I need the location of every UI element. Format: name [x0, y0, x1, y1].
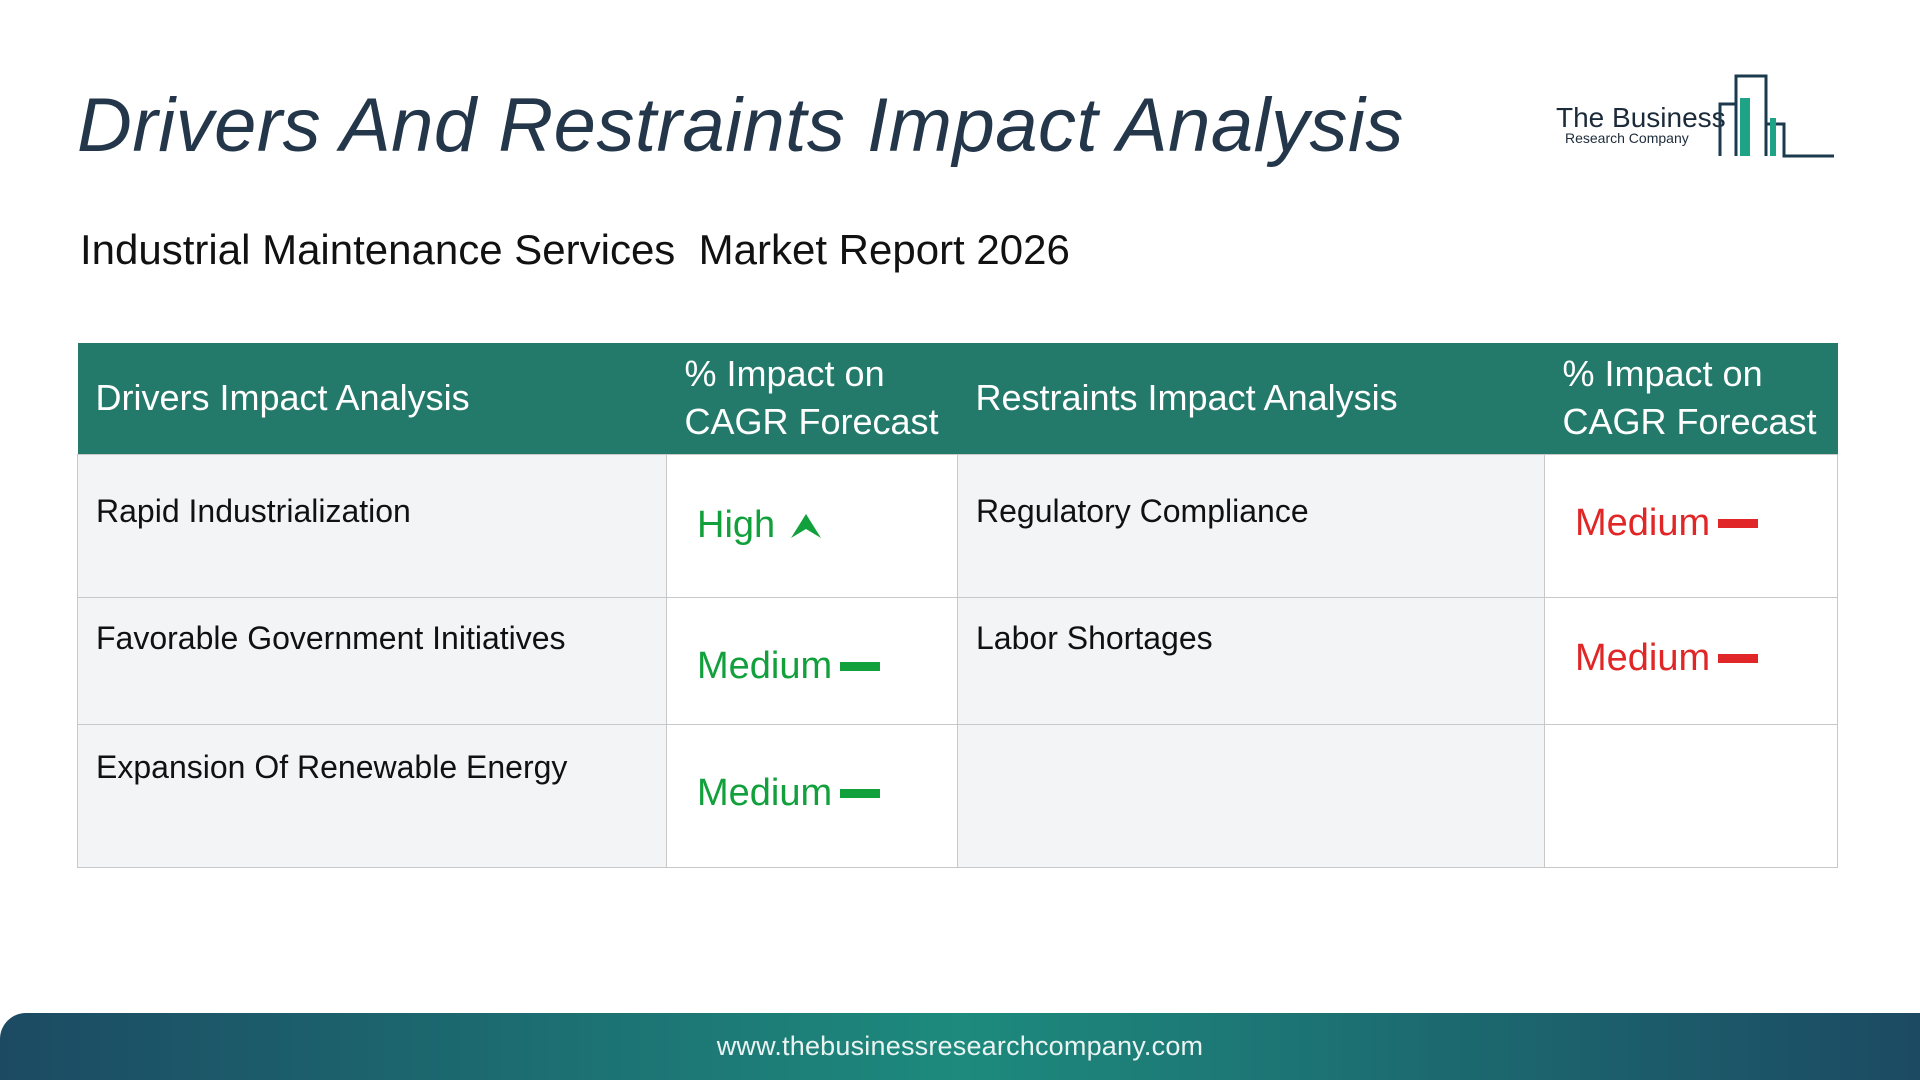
restraint-cell: Labor Shortages	[957, 596, 1545, 725]
driver-cell: Expansion Of Renewable Energy	[77, 723, 667, 868]
restraint-impact-cell: Medium	[1544, 453, 1838, 598]
restraint-impact-cell: Medium	[1544, 596, 1838, 725]
page-title: Drivers And Restraints Impact Analysis	[77, 83, 1404, 168]
table-row: Expansion Of Renewable Energy Medium	[77, 723, 1838, 868]
table-header-row: Drivers Impact Analysis % Impact on CAGR…	[77, 343, 1838, 454]
dash-icon	[1718, 519, 1759, 528]
dash-icon	[840, 662, 881, 671]
driver-impact-cell: Medium	[666, 723, 958, 868]
header-restraints-impact: % Impact on CAGR Forecast	[1544, 343, 1838, 454]
up-arrow-icon	[791, 513, 822, 538]
logo-line1: The Business	[1556, 102, 1726, 133]
restraint-cell: Regulatory Compliance	[957, 453, 1545, 598]
footer-bar: www.thebusinessresearchcompany.com	[0, 1013, 1920, 1080]
report-subtitle: Industrial Maintenance Services Market R…	[80, 226, 1070, 273]
restraint-impact-label: Medium	[1575, 637, 1711, 679]
restraint-impact-cell-empty	[1544, 723, 1838, 868]
footer-url-link[interactable]: www.thebusinessresearchcompany.com	[716, 1031, 1204, 1061]
logo-line2: Research Company	[1565, 130, 1689, 146]
driver-cell: Rapid Industrialization	[77, 453, 667, 598]
restraint-cell-empty	[957, 723, 1545, 868]
logo-buildings-icon	[1718, 74, 1834, 158]
header-restraints: Restraints Impact Analysis	[957, 343, 1545, 454]
driver-impact-cell: High	[666, 453, 958, 598]
impact-table: Drivers Impact Analysis % Impact on CAGR…	[77, 343, 1838, 868]
driver-impact-cell: Medium	[666, 596, 958, 725]
header-drivers-impact: % Impact on CAGR Forecast	[666, 343, 958, 454]
driver-impact-label: Medium	[697, 772, 833, 814]
restraint-impact-label: Medium	[1575, 502, 1711, 544]
driver-cell: Favorable Government Initiatives	[77, 596, 667, 725]
header-drivers: Drivers Impact Analysis	[77, 343, 667, 454]
dash-icon	[840, 789, 881, 798]
table-row: Rapid Industrialization High Regulatory …	[77, 453, 1838, 598]
company-logo: The Business Research Company	[1548, 62, 1838, 158]
driver-impact-label: Medium	[697, 645, 833, 687]
table-row: Favorable Government Initiatives Medium …	[77, 596, 1838, 725]
driver-impact-label: High	[697, 504, 776, 546]
dash-icon	[1718, 654, 1759, 663]
